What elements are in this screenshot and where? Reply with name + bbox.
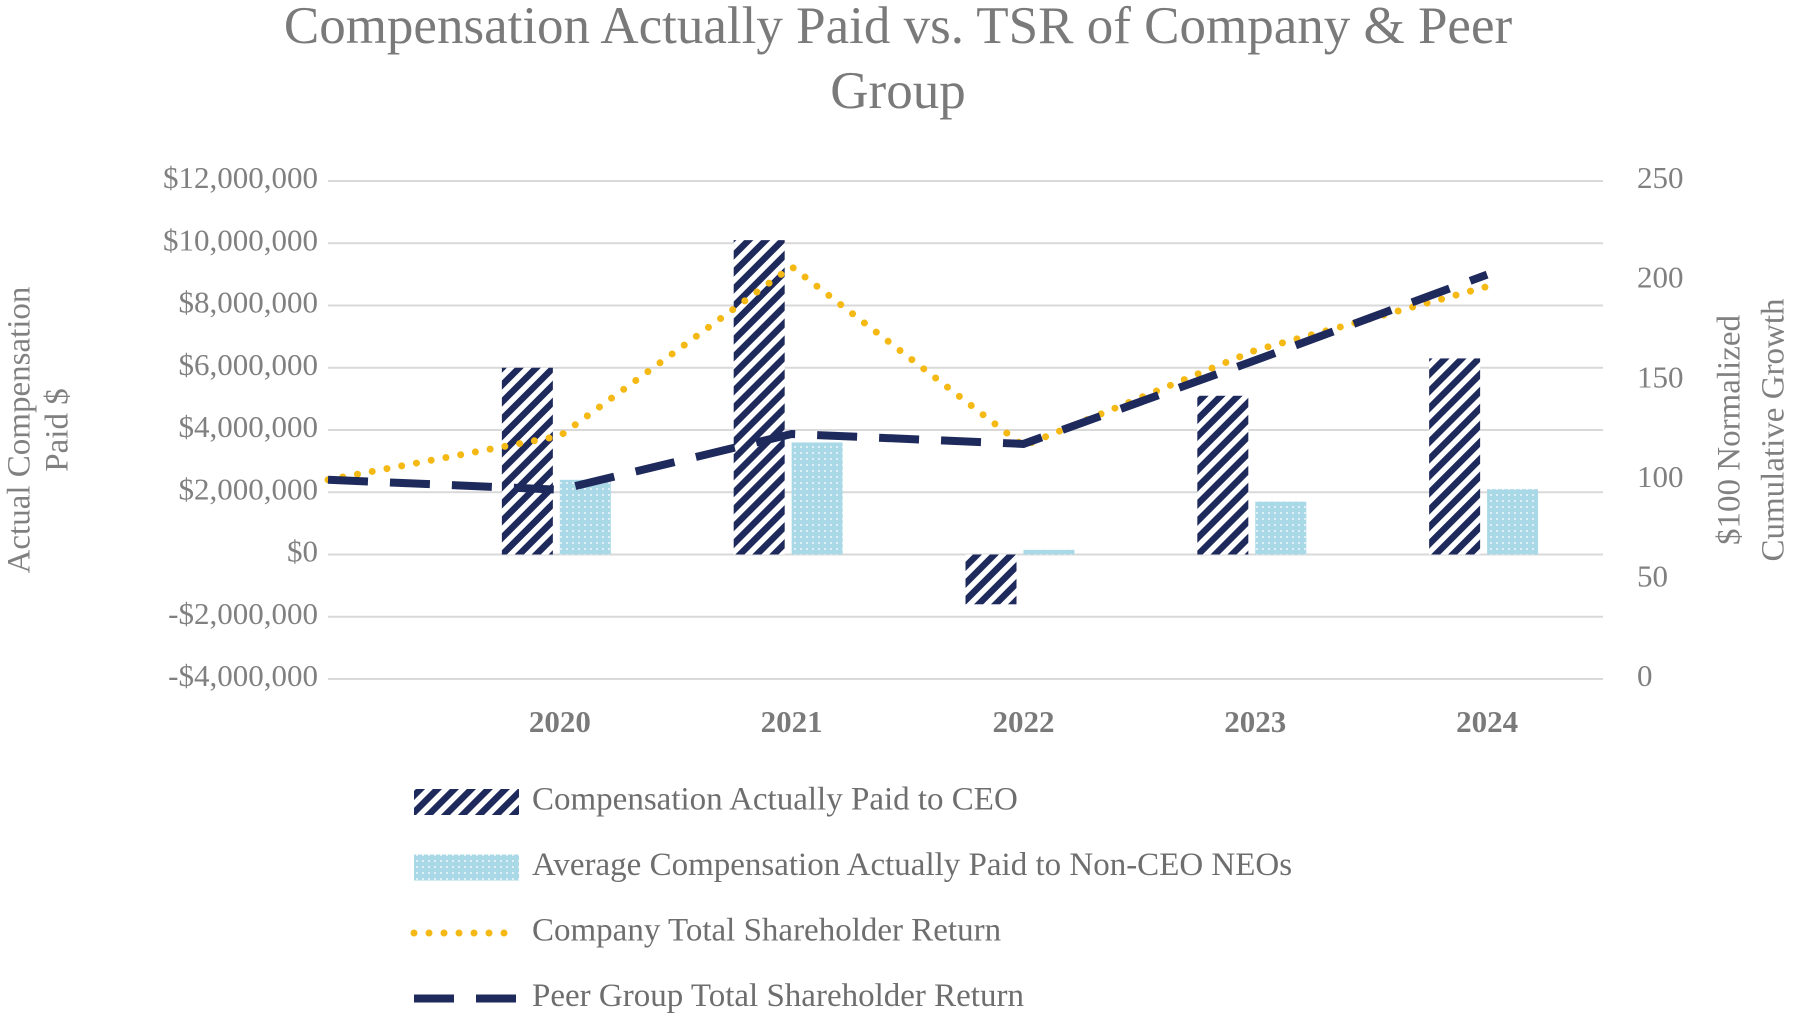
y-tick-label: $6,000,000 xyxy=(179,347,319,382)
legend-swatch xyxy=(414,854,519,881)
y2-tick-label: 0 xyxy=(1637,658,1653,693)
legend-label: Average Compensation Actually Paid to No… xyxy=(532,847,1292,883)
bar xyxy=(1197,395,1249,555)
x-tick-label: 2020 xyxy=(529,704,591,739)
y-tick-label: $2,000,000 xyxy=(179,471,319,506)
legend-label: Peer Group Total Shareholder Return xyxy=(532,978,1024,1014)
y2-axis-title: Cumulative Growth xyxy=(1756,298,1792,562)
y-tick-label: $10,000,000 xyxy=(163,222,318,257)
y-tick-label: -$2,000,000 xyxy=(168,596,318,631)
chart-title: Compensation Actually Paid vs. TSR of Co… xyxy=(284,0,1513,55)
y2-axis-title: $100 Normalized xyxy=(1712,314,1748,545)
y-tick-label: $8,000,000 xyxy=(179,285,319,320)
bar xyxy=(733,240,785,555)
bar xyxy=(965,554,1017,605)
y-axis-title: Paid $ xyxy=(40,388,76,471)
y-tick-label: $12,000,000 xyxy=(163,160,318,195)
bar xyxy=(559,479,611,555)
x-tick-label: 2022 xyxy=(992,704,1054,739)
chart-title: Group xyxy=(830,62,965,120)
legend-swatch xyxy=(414,789,519,815)
line-series xyxy=(327,270,1489,494)
x-tick-label: 2021 xyxy=(761,704,823,739)
y-axis-title: Actual Compensation xyxy=(2,287,38,574)
bar xyxy=(1255,501,1307,555)
legend-label: Compensation Actually Paid to CEO xyxy=(532,782,1018,818)
y2-tick-label: 250 xyxy=(1637,160,1684,195)
bar xyxy=(1429,358,1481,555)
y2-tick-label: 150 xyxy=(1637,359,1684,394)
y-tick-label: $4,000,000 xyxy=(179,409,319,444)
bar xyxy=(1023,549,1075,555)
x-tick-label: 2024 xyxy=(1456,704,1518,739)
bar xyxy=(501,367,553,555)
legend-label: Company Total Shareholder Return xyxy=(532,913,1001,949)
bar xyxy=(1487,489,1539,555)
y2-tick-label: 200 xyxy=(1637,260,1684,295)
y-tick-label: $0 xyxy=(287,534,318,569)
bar xyxy=(791,442,843,555)
y-tick-label: -$4,000,000 xyxy=(168,658,318,693)
x-tick-label: 2023 xyxy=(1224,704,1286,739)
y2-tick-label: 100 xyxy=(1637,459,1684,494)
line-series xyxy=(324,262,1491,484)
y2-tick-label: 50 xyxy=(1637,559,1668,594)
